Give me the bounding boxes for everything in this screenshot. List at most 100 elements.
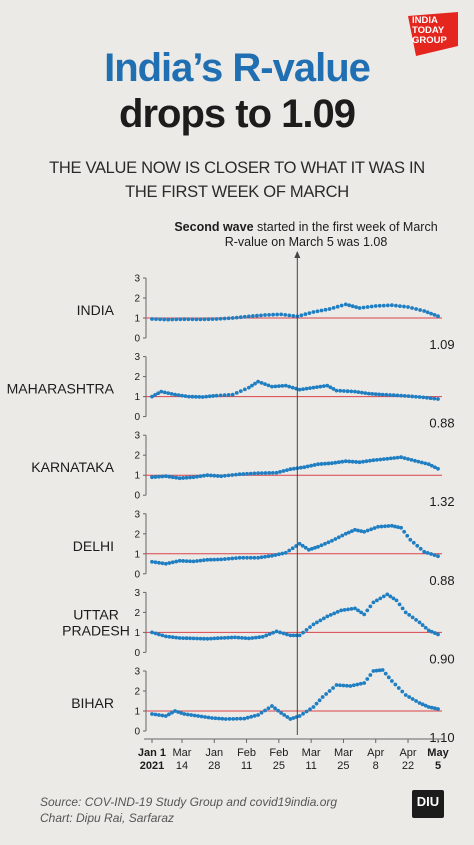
data-point bbox=[170, 475, 175, 480]
data-point bbox=[208, 473, 213, 478]
data-point bbox=[215, 636, 220, 641]
data-point bbox=[354, 460, 359, 464]
data-point bbox=[419, 460, 424, 465]
end-value-label: 1.10 bbox=[429, 730, 454, 745]
data-point bbox=[429, 552, 433, 556]
data-point bbox=[188, 636, 192, 641]
data-point bbox=[420, 702, 425, 707]
data-point bbox=[184, 636, 189, 641]
data-point bbox=[365, 305, 370, 309]
data-point bbox=[167, 474, 172, 479]
data-point bbox=[349, 529, 354, 534]
data-point bbox=[389, 679, 394, 683]
state-label: BIHAR bbox=[71, 695, 114, 711]
data-point bbox=[153, 393, 157, 397]
data-point bbox=[263, 708, 267, 713]
data-point bbox=[330, 461, 334, 466]
data-point bbox=[182, 712, 187, 716]
x-tick-label-bottom: 11 bbox=[305, 760, 316, 772]
data-point bbox=[358, 681, 363, 686]
data-point bbox=[211, 394, 216, 398]
data-point bbox=[179, 711, 184, 715]
y-tick-label: 2 bbox=[134, 529, 140, 540]
x-tick-label-bottom: 5 bbox=[435, 760, 441, 772]
data-point bbox=[338, 683, 342, 688]
data-point bbox=[381, 303, 386, 308]
logo-text: INDIA TODAY GROUP bbox=[412, 15, 447, 46]
data-point bbox=[433, 465, 437, 470]
data-point bbox=[245, 715, 250, 720]
marker-arrowhead bbox=[294, 251, 301, 258]
end-value-label: 1.32 bbox=[429, 494, 454, 509]
data-point bbox=[222, 316, 227, 321]
data-point bbox=[405, 533, 410, 538]
data-point bbox=[399, 525, 403, 530]
data-point bbox=[200, 395, 205, 399]
data-point bbox=[234, 716, 239, 721]
data-point bbox=[402, 529, 407, 534]
y-tick-label: 1 bbox=[134, 549, 140, 560]
data-point bbox=[270, 704, 274, 708]
data-point bbox=[242, 314, 247, 319]
y-tick-label: 3 bbox=[134, 274, 140, 285]
data-point bbox=[238, 716, 243, 721]
data-point bbox=[402, 456, 407, 460]
data-point bbox=[181, 636, 186, 640]
data-point bbox=[314, 701, 319, 706]
data-point bbox=[177, 636, 182, 640]
data-point bbox=[226, 473, 231, 478]
data-point bbox=[365, 677, 370, 681]
y-tick-label: 1 bbox=[134, 314, 140, 325]
data-point bbox=[306, 547, 311, 552]
data-point bbox=[283, 313, 288, 317]
data-point bbox=[369, 304, 374, 309]
data-point bbox=[285, 468, 289, 472]
data-point bbox=[241, 555, 246, 560]
data-point bbox=[383, 524, 387, 529]
data-point bbox=[379, 524, 384, 529]
data-point bbox=[373, 392, 378, 396]
data-point bbox=[263, 554, 267, 559]
data-point bbox=[425, 310, 430, 315]
data-point bbox=[349, 389, 354, 394]
x-tick-label-top: Apr bbox=[399, 747, 416, 759]
data-point bbox=[423, 703, 428, 708]
data-point bbox=[250, 636, 255, 640]
data-point bbox=[368, 604, 373, 609]
data-point bbox=[170, 560, 175, 565]
data-point bbox=[183, 394, 188, 398]
subtitle: THE VALUE NOW IS CLOSER TO WHAT IT WAS I… bbox=[30, 156, 444, 204]
data-point bbox=[257, 635, 262, 640]
data-point bbox=[245, 555, 249, 560]
data-point bbox=[385, 456, 390, 461]
data-point bbox=[246, 385, 251, 390]
data-point bbox=[222, 473, 227, 478]
data-point bbox=[213, 716, 218, 721]
x-tick-label-top: May bbox=[427, 747, 449, 759]
y-tick-label: 2 bbox=[134, 372, 140, 383]
data-point bbox=[345, 389, 350, 394]
y-tick-label: 0 bbox=[134, 491, 140, 502]
data-point bbox=[423, 625, 428, 630]
data-point bbox=[363, 391, 368, 395]
data-point bbox=[240, 636, 244, 640]
annotation-line2: R-value on March 5 was 1.08 bbox=[225, 235, 388, 249]
data-point bbox=[253, 635, 258, 640]
data-point bbox=[163, 634, 168, 639]
data-point bbox=[309, 463, 314, 468]
data-point bbox=[167, 712, 171, 717]
data-point bbox=[301, 630, 305, 635]
data-point bbox=[234, 556, 238, 561]
data-point bbox=[410, 615, 415, 620]
data-point bbox=[359, 529, 364, 534]
data-point bbox=[170, 317, 175, 322]
data-point bbox=[187, 394, 191, 399]
state-label: KARNATAKA bbox=[31, 459, 114, 475]
data-point bbox=[350, 304, 355, 309]
data-point bbox=[287, 384, 292, 389]
data-point bbox=[234, 315, 239, 320]
data-point bbox=[323, 307, 328, 312]
data-point bbox=[391, 596, 396, 601]
data-point bbox=[195, 559, 199, 563]
y-tick-label: 0 bbox=[134, 648, 140, 659]
